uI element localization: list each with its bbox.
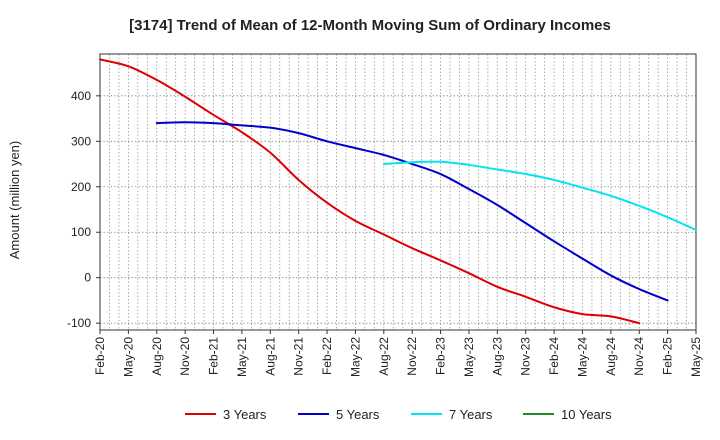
x-tick-label: May-21: [235, 337, 249, 377]
y-tick-label: 300: [71, 134, 91, 148]
y-tick-label: 200: [71, 180, 91, 194]
x-tick-label: Feb-20: [93, 337, 107, 375]
x-tick-label: May-23: [462, 337, 476, 377]
x-tick-label: Aug-22: [377, 337, 391, 376]
series-line-3-years: [99, 58, 641, 325]
x-tick-label: Nov-24: [632, 337, 646, 376]
axes: [96, 53, 697, 334]
x-tick-label: May-25: [689, 337, 703, 377]
x-tick-label: Feb-25: [661, 337, 675, 375]
x-tick-label: Nov-21: [292, 337, 306, 376]
x-tick-label: May-24: [575, 337, 589, 377]
x-tick-label: Aug-24: [604, 337, 618, 376]
legend-label-7-years: 7 Years: [449, 407, 493, 422]
grid-lines: [100, 54, 696, 330]
x-tick-label: Nov-22: [405, 337, 419, 376]
x-tick-label: Nov-20: [178, 337, 192, 376]
x-tick-label: May-22: [348, 337, 362, 377]
y-tick-label: 0: [84, 271, 91, 285]
y-tick-label: -100: [67, 316, 91, 330]
series-lines: [99, 58, 697, 325]
x-tick-label: Feb-24: [547, 337, 561, 375]
plot-frame: [99, 53, 697, 331]
x-tick-label: Feb-22: [320, 337, 334, 375]
legend-label-10-years: 10 Years: [561, 407, 612, 422]
series-line-5-years: [155, 121, 669, 302]
series-line-7-years: [382, 160, 697, 231]
y-tick-label: 400: [71, 89, 91, 103]
chart-title: [3174] Trend of Mean of 12-Month Moving …: [129, 17, 611, 34]
y-tick-label: 100: [71, 225, 91, 239]
x-tick-label: Aug-23: [490, 337, 504, 376]
x-tick-label: Aug-21: [263, 337, 277, 376]
legend: 3 Years 5 Years 7 Years 10 Years: [185, 407, 612, 422]
x-tick-label: Aug-20: [150, 337, 164, 376]
legend-label-5-years: 5 Years: [336, 407, 380, 422]
x-tick-label: Feb-21: [207, 337, 221, 375]
tick-labels: -100 0 100 200 300 400 Feb-20 May-20 Aug-20 Nov-2…: [67, 89, 703, 377]
y-axis-label: Amount (million yen): [7, 141, 22, 260]
x-tick-label: Nov-23: [519, 337, 533, 376]
x-tick-label: May-20: [121, 337, 135, 377]
legend-label-3-years: 3 Years: [223, 407, 267, 422]
x-tick-label: Feb-23: [434, 337, 448, 375]
